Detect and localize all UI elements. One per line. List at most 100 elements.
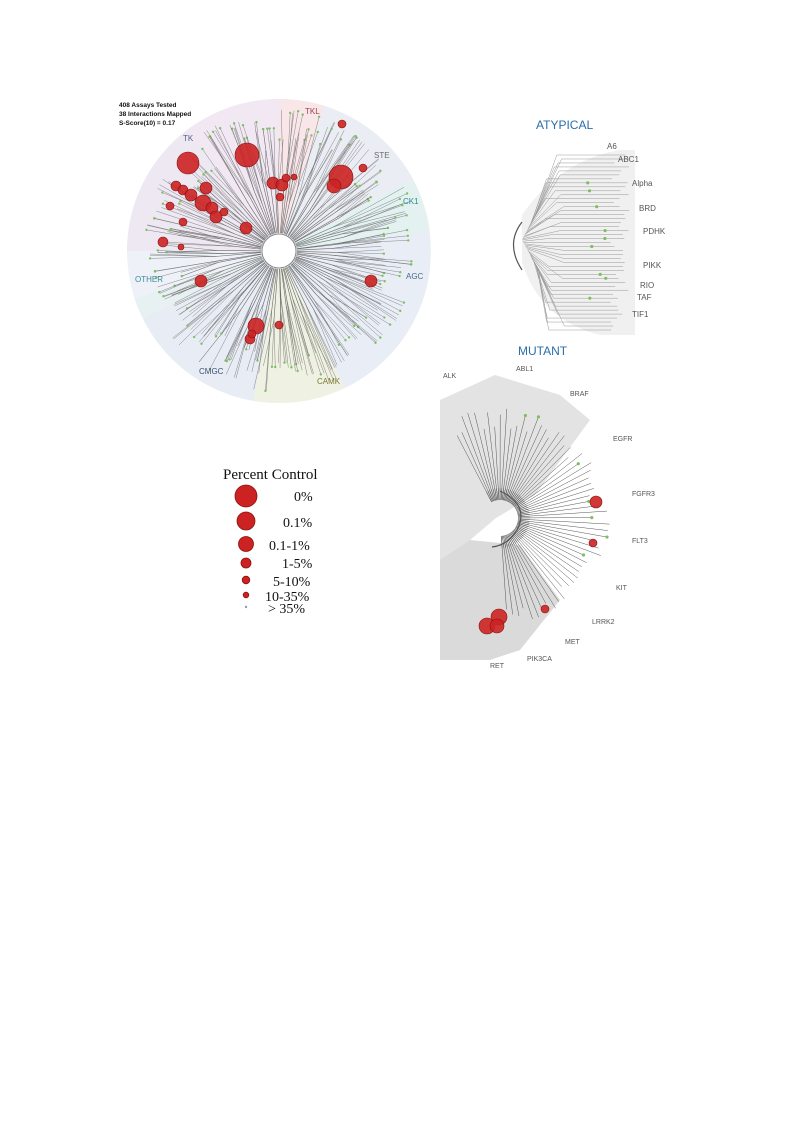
tree-branch	[154, 218, 234, 238]
tree-branch	[216, 252, 262, 257]
tree-branch	[259, 267, 273, 304]
tree-branch	[256, 122, 264, 185]
tree-branch	[192, 170, 241, 216]
tree-branch	[226, 297, 258, 362]
hit-circle	[275, 192, 285, 202]
mutant-branch	[503, 547, 513, 615]
tree-branch	[296, 248, 332, 251]
atypical-family-tif1: TIF1	[632, 310, 649, 319]
tree-branch	[337, 252, 384, 254]
tree-branch	[244, 264, 268, 290]
group-label-ste: STE	[374, 151, 390, 160]
tree-branch	[324, 280, 381, 324]
mutant-branch	[529, 523, 608, 538]
tree-branch	[178, 235, 221, 239]
mutant-branch	[501, 547, 507, 610]
tree-branch	[147, 224, 221, 243]
group-label-cmgc: CMGC	[199, 367, 224, 376]
tree-branch	[329, 294, 367, 318]
atypical-family-alpha: Alpha	[632, 179, 653, 188]
tree-branch	[291, 219, 313, 239]
nonhit-dot	[399, 309, 402, 313]
mutant-gene-braf: BRAF	[570, 391, 589, 398]
tree-branch	[332, 193, 408, 228]
tree-branch	[333, 260, 400, 277]
tree-branch	[165, 243, 235, 247]
tree-branch	[163, 275, 220, 297]
tree-branch	[201, 285, 245, 335]
tree-branch	[314, 300, 350, 338]
legend-marker-1	[236, 511, 256, 531]
mutant-branch	[503, 535, 507, 548]
mutant-branch	[515, 543, 556, 609]
mutant-branch	[514, 527, 525, 536]
nonhit-dot	[232, 122, 236, 125]
nonhit-dot	[162, 295, 165, 298]
atypical-branch	[528, 194, 629, 228]
s-score-text: S-Score(10) = 0.17	[119, 120, 176, 127]
nonhit-dot	[367, 199, 370, 202]
tree-branch	[170, 228, 227, 239]
tree-branch	[281, 201, 288, 234]
atypical-branch	[527, 198, 620, 229]
nonhit-dot	[278, 138, 281, 141]
tree-branch	[287, 266, 314, 310]
tree-branch	[226, 238, 262, 248]
nonhit-dot	[405, 214, 408, 217]
mutant-branch	[529, 519, 610, 525]
mutant-branches	[456, 408, 610, 620]
hit-circle	[247, 329, 257, 339]
mutant-branch	[508, 431, 528, 490]
atypical-branch	[524, 218, 626, 236]
tree-branch	[279, 268, 282, 299]
nonhit-dot	[354, 134, 357, 138]
tree-branch	[263, 268, 275, 304]
hit-circle	[358, 163, 368, 173]
mutant-branch	[526, 469, 591, 505]
nonhit-dot	[268, 127, 271, 130]
nonhit-dot	[379, 169, 382, 172]
tree-branch	[219, 128, 256, 204]
atypical-family-rio: RIO	[640, 281, 654, 290]
mutant-branch	[456, 435, 487, 492]
nonhit-dot	[358, 184, 361, 188]
nonhit-dot	[581, 553, 586, 557]
tree-branch	[230, 301, 253, 361]
nonhit-dot	[255, 120, 258, 124]
tree-branch	[329, 273, 401, 312]
atypical-branch	[526, 247, 621, 259]
tree-branch	[334, 189, 364, 211]
nonhit-dot	[603, 236, 607, 241]
mutant-branch	[519, 540, 562, 587]
atypical-branch	[532, 170, 622, 221]
tree-branch	[323, 267, 374, 290]
nonhit-dot	[169, 229, 172, 232]
tree-branch	[220, 253, 262, 261]
tree-branch	[315, 294, 362, 335]
atypical-family-a6: A6	[607, 142, 617, 151]
nonhit-dot	[382, 234, 386, 238]
nonhit-dot	[587, 189, 592, 193]
atypical-branch	[533, 261, 611, 303]
nonhit-dot	[228, 358, 231, 361]
mutant-branch	[516, 432, 560, 494]
tree-branch	[304, 302, 337, 368]
tree-branch	[249, 197, 271, 236]
tree-branch	[265, 310, 272, 391]
legend-marker-6	[244, 605, 248, 609]
hit-circle	[209, 210, 223, 224]
tree-branch	[292, 298, 309, 356]
tree-branch	[170, 230, 227, 239]
tree-branch	[224, 256, 263, 271]
nonhit-dot	[241, 124, 245, 127]
atypical-family-pikk: PIKK	[643, 261, 662, 270]
mutant-branch	[522, 457, 569, 499]
nonhit-dot	[405, 192, 409, 195]
atypical-branch	[527, 202, 614, 231]
tree-branch	[205, 172, 246, 217]
atypical-family-abc1: ABC1	[618, 155, 639, 164]
atypical-branch	[524, 244, 624, 251]
tree-branch	[304, 289, 348, 356]
legend-marker-2	[238, 536, 254, 552]
interactions-mapped-text: 38 Interactions Mapped	[119, 111, 191, 118]
